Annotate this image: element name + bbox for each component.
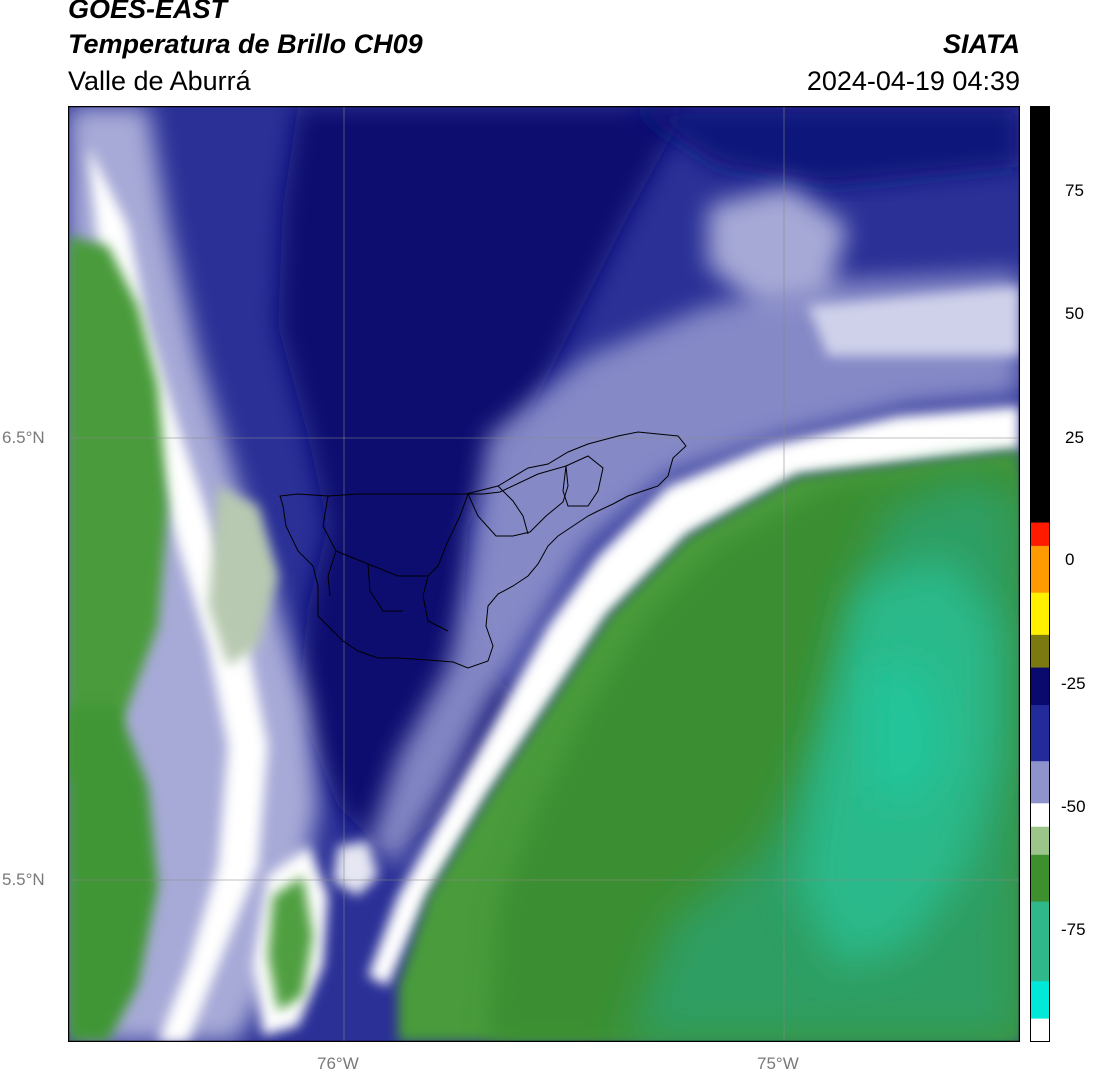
brightness-temperature-map xyxy=(68,106,1020,1042)
colorbar-band-13 xyxy=(1030,1018,1050,1042)
colorbar-band-1 xyxy=(1030,522,1050,547)
colorbar-band-8 xyxy=(1030,803,1050,828)
colorbar-tick--75: -75 xyxy=(1061,920,1086,939)
temperature-field xyxy=(68,106,1020,1042)
colorbar-band-5 xyxy=(1030,667,1050,706)
lat-label-6.5N: 6.5°N xyxy=(2,428,45,447)
datetime-label: 2024-04-19 04:39 xyxy=(806,66,1020,96)
product-title: Temperatura de Brillo CH09 xyxy=(68,29,423,59)
colorbar-tick--50: -50 xyxy=(1061,797,1086,816)
colorbar-band-3 xyxy=(1030,592,1050,636)
colorbar-band-7 xyxy=(1030,761,1050,804)
region-label: Valle de Aburrá xyxy=(68,66,251,96)
satellite-title: GOES-EAST xyxy=(68,0,228,24)
colorbar-band-10 xyxy=(1030,854,1050,903)
colorbar-band-0 xyxy=(1030,106,1050,524)
colorbar-tick-75: 75 xyxy=(1065,181,1084,200)
colorbar-band-4 xyxy=(1030,634,1050,669)
colorbar-band-9 xyxy=(1030,826,1050,856)
organization-label: SIATA xyxy=(943,29,1020,59)
colorbar-tick-0: 0 xyxy=(1065,550,1075,569)
lat-label-5.5N: 5.5°N xyxy=(2,870,45,889)
lon-label-75W: 75°W xyxy=(757,1054,799,1073)
colorbar-band-12 xyxy=(1030,981,1050,1020)
map-frame xyxy=(68,106,1020,1042)
colorbar-band-6 xyxy=(1030,705,1050,762)
colorbar-frame xyxy=(1030,106,1050,1042)
colorbar-tick-50: 50 xyxy=(1065,304,1084,323)
municipal-boundaries xyxy=(279,431,687,669)
colorbar xyxy=(1030,106,1050,1042)
colorbar-band-11 xyxy=(1030,901,1050,982)
lon-label-76W: 76°W xyxy=(317,1054,359,1073)
colorbar-tick--25: -25 xyxy=(1061,674,1086,693)
colorbar-band-2 xyxy=(1030,545,1050,594)
colorbar-tick-25: 25 xyxy=(1065,428,1084,447)
